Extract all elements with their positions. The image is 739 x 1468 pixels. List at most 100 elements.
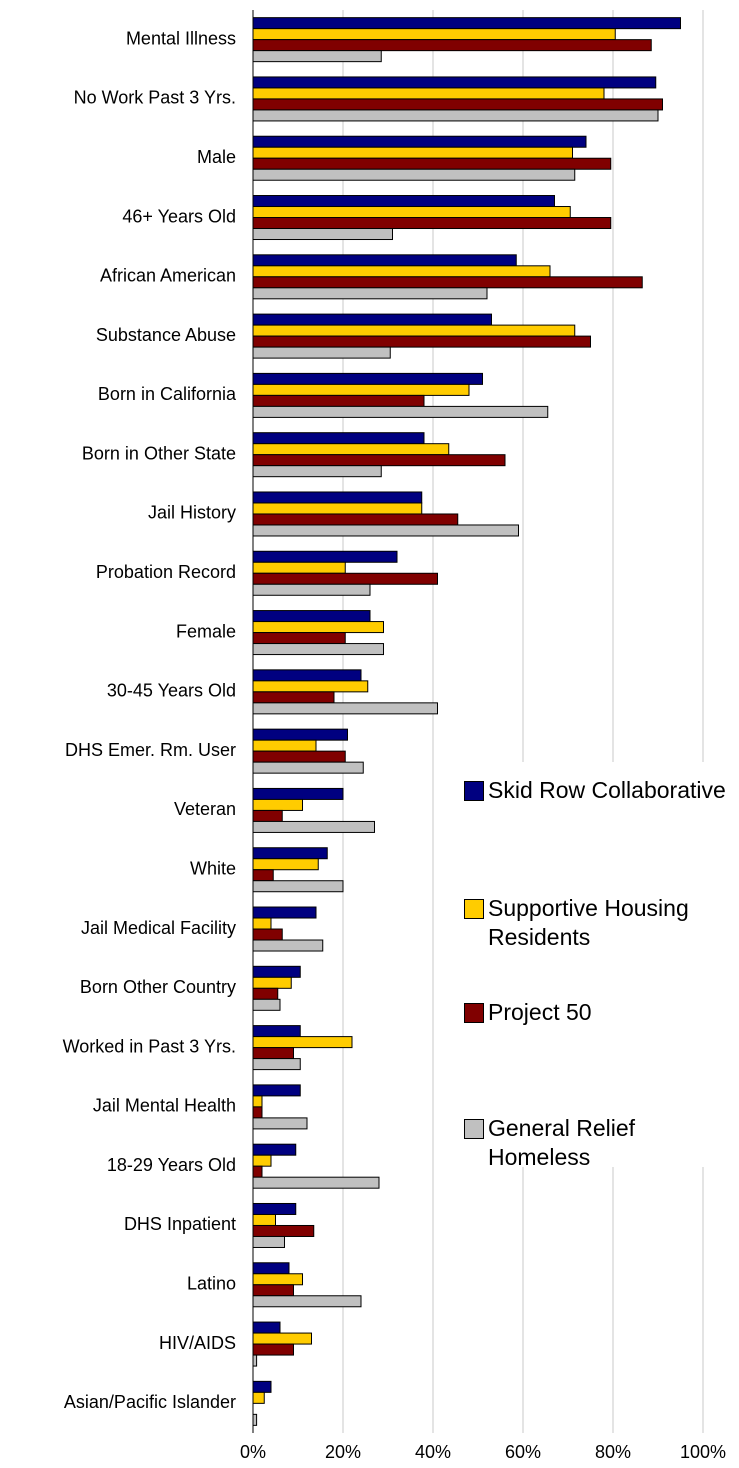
legend: Skid Row Collaborative Supportive Housing…	[456, 762, 739, 1170]
y-tick-label: Born in Other State	[82, 443, 236, 463]
bar	[252, 206, 571, 219]
x-tick-label: 100%	[680, 1442, 726, 1462]
bar	[252, 76, 657, 89]
bar	[252, 1321, 281, 1334]
legend-label: Supportive Housing Residents	[488, 895, 689, 950]
y-tick-label: Female	[176, 621, 236, 641]
bar	[252, 513, 459, 526]
bar	[252, 394, 425, 407]
y-tick-label: Jail Mental Health	[93, 1096, 236, 1116]
bar	[252, 858, 319, 871]
bar	[252, 965, 301, 978]
y-tick-label: DHS Inpatient	[124, 1214, 236, 1234]
bar	[252, 324, 576, 337]
legend-label: Project 50	[488, 999, 592, 1025]
bar	[252, 454, 506, 467]
bar	[252, 432, 425, 445]
y-tick-label: Born in California	[98, 384, 237, 404]
bar	[252, 146, 573, 159]
bar	[252, 50, 382, 63]
bar	[252, 1413, 258, 1426]
bar	[252, 1284, 294, 1297]
bar	[252, 1262, 290, 1275]
x-tick-label: 80%	[595, 1442, 631, 1462]
bar	[252, 739, 317, 752]
y-tick-label: 18-29 Years Old	[107, 1155, 236, 1175]
bar	[252, 583, 371, 596]
bar	[252, 524, 519, 537]
bar	[252, 1202, 297, 1215]
bar	[252, 680, 369, 693]
y-tick-label: DHS Emer. Rm. User	[65, 740, 236, 760]
bar	[252, 728, 348, 741]
bar	[252, 1235, 285, 1248]
bar	[252, 798, 303, 811]
bar	[252, 157, 612, 170]
bar	[252, 1154, 272, 1167]
bar	[252, 998, 281, 1011]
bar	[252, 1143, 297, 1156]
bar	[252, 847, 328, 860]
bar	[252, 621, 384, 634]
bar	[252, 1213, 276, 1226]
bar	[252, 1354, 258, 1367]
bar	[252, 550, 398, 563]
y-tick-label: Latino	[187, 1274, 236, 1294]
bar	[252, 346, 391, 359]
bar	[252, 572, 438, 585]
bar	[252, 869, 274, 882]
y-tick-label: Worked in Past 3 Yrs.	[63, 1036, 236, 1056]
bar	[252, 335, 591, 348]
bar	[252, 787, 344, 800]
bar	[252, 1332, 312, 1345]
bar	[252, 1047, 294, 1060]
bar	[252, 443, 450, 456]
bar	[252, 1165, 263, 1178]
bar	[252, 217, 612, 230]
bar	[252, 880, 344, 893]
bar	[252, 313, 492, 326]
y-tick-label: Substance Abuse	[96, 325, 236, 345]
legend-label: Skid Row Collaborative	[488, 777, 726, 803]
bar	[252, 405, 549, 418]
y-tick-label: Jail History	[148, 503, 236, 523]
y-tick-label: Male	[197, 147, 236, 167]
bar	[252, 135, 587, 148]
y-tick-label: Asian/Pacific Islander	[64, 1392, 236, 1412]
bar	[252, 1273, 303, 1286]
x-tick-label: 40%	[415, 1442, 451, 1462]
y-tick-label: White	[190, 858, 236, 878]
bar	[252, 276, 643, 289]
bar	[252, 465, 382, 478]
bar	[252, 976, 292, 989]
bar	[252, 1036, 353, 1049]
x-tick-label: 20%	[325, 1442, 361, 1462]
bar	[252, 1176, 380, 1189]
y-tick-label: Veteran	[174, 799, 236, 819]
bar	[252, 1380, 272, 1393]
bar	[252, 109, 659, 122]
bar	[252, 39, 652, 52]
y-tick-label: Probation Record	[96, 562, 236, 582]
bar	[252, 632, 346, 645]
bar	[252, 372, 483, 385]
bar	[252, 491, 423, 504]
bar	[252, 168, 576, 181]
bar	[252, 287, 488, 300]
legend-item: General Relief Homeless	[464, 1114, 728, 1172]
x-tick-label: 0%	[240, 1442, 266, 1462]
y-tick-label: No Work Past 3 Yrs.	[74, 88, 236, 108]
legend-swatch	[464, 899, 484, 919]
bar	[252, 928, 283, 941]
bar	[252, 809, 283, 822]
legend-swatch	[464, 1003, 484, 1023]
y-tick-label: Jail Medical Facility	[81, 918, 236, 938]
bar	[252, 1295, 362, 1308]
bar	[252, 1224, 315, 1237]
bar	[252, 1343, 294, 1356]
bar	[252, 1391, 265, 1404]
legend-swatch	[464, 781, 484, 801]
y-tick-label: Mental Illness	[126, 28, 236, 48]
legend-label: General Relief Homeless	[488, 1115, 636, 1170]
bar	[252, 17, 681, 30]
